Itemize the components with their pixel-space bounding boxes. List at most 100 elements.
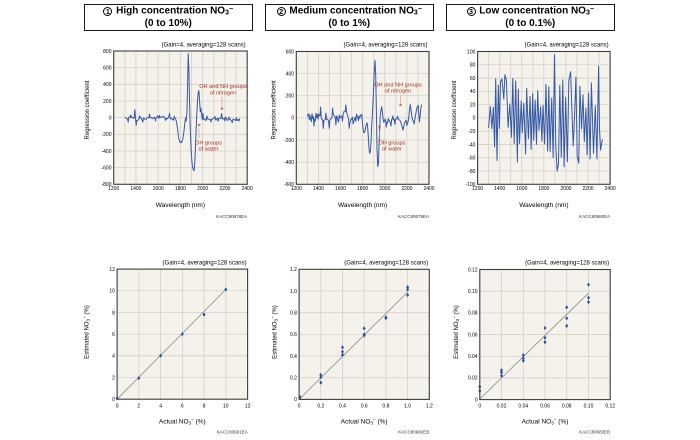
svg-text:(Gain=4, averaging=128 scans): (Gain=4, averaging=128 scans): [162, 42, 246, 48]
svg-text:0.8: 0.8: [382, 404, 389, 410]
svg-text:8: 8: [112, 310, 115, 316]
svg-text:0: 0: [112, 397, 115, 403]
svg-text:4: 4: [159, 404, 162, 410]
svg-text:600: 600: [103, 66, 112, 72]
svg-text:1800: 1800: [357, 186, 368, 192]
svg-text:1600: 1600: [335, 186, 346, 192]
svg-text:of water: of water: [199, 147, 219, 153]
svg-text:0.10: 0.10: [468, 289, 478, 295]
svg-text:-800: -800: [101, 182, 111, 188]
svg-text:2200: 2200: [219, 186, 230, 192]
svg-text:0: 0: [473, 116, 476, 122]
svg-text:0.10: 0.10: [584, 404, 594, 410]
svg-text:400: 400: [103, 82, 112, 88]
svg-text:0: 0: [298, 404, 301, 410]
svg-text:2000: 2000: [379, 186, 390, 192]
svg-text:100: 100: [467, 49, 476, 55]
svg-text:0.02: 0.02: [497, 404, 507, 410]
svg-text:1400: 1400: [130, 186, 141, 192]
svg-text:of nitrogen: of nitrogen: [210, 90, 236, 96]
svg-text:*: *: [220, 106, 223, 115]
svg-text:Regression coefficient: Regression coefficient: [452, 80, 458, 139]
svg-text:of nitrogen: of nitrogen: [385, 89, 411, 95]
svg-text:1600: 1600: [153, 186, 164, 192]
svg-text:-400: -400: [284, 160, 294, 166]
svg-text:0: 0: [291, 116, 294, 122]
svg-text:2200: 2200: [401, 186, 412, 192]
svg-text:200: 200: [103, 99, 112, 105]
svg-text:1200: 1200: [472, 186, 483, 192]
svg-text:6: 6: [181, 404, 184, 410]
svg-text:1200: 1200: [291, 186, 302, 192]
svg-text:KACC80678EA: KACC80678EA: [216, 214, 247, 219]
svg-text:-200: -200: [101, 132, 111, 138]
svg-text:0: 0: [116, 404, 119, 410]
svg-text:2400: 2400: [605, 186, 616, 192]
svg-text:0.12: 0.12: [605, 404, 615, 410]
svg-text:*: *: [399, 103, 402, 112]
svg-text:Actual NO3− (%): Actual NO3− (%): [159, 417, 206, 425]
svg-text:40: 40: [470, 89, 476, 95]
svg-text:Estimated NO3− (%): Estimated NO3− (%): [270, 305, 278, 359]
svg-text:*: *: [378, 125, 381, 134]
svg-text:0.08: 0.08: [562, 404, 572, 410]
svg-text:(Gain=4, averaging=128 scans): (Gain=4, averaging=128 scans): [344, 261, 428, 267]
svg-text:2000: 2000: [560, 186, 571, 192]
svg-text:Estimated NO3− (%): Estimated NO3− (%): [82, 305, 90, 359]
svg-text:Wavelength (nm): Wavelength (nm): [338, 202, 387, 209]
svg-text:0.6: 0.6: [290, 332, 297, 338]
svg-text:KACC80682EB: KACC80682EB: [398, 430, 429, 435]
svg-text:1600: 1600: [516, 186, 527, 192]
svg-text:Estimated NO3− (%): Estimated NO3− (%): [452, 305, 460, 359]
svg-text:1.2: 1.2: [290, 267, 297, 273]
svg-text:0.4: 0.4: [290, 354, 297, 360]
svg-text:-400: -400: [101, 149, 111, 155]
svg-text:0: 0: [478, 404, 481, 410]
svg-text:0.02: 0.02: [468, 376, 478, 382]
svg-text:-600: -600: [101, 165, 111, 171]
svg-text:0.2: 0.2: [317, 404, 324, 410]
svg-text:KACC80680EA: KACC80680EA: [579, 214, 610, 219]
svg-text:1400: 1400: [494, 186, 505, 192]
svg-text:0.8: 0.8: [290, 311, 297, 317]
svg-text:0.04: 0.04: [518, 404, 528, 410]
svg-text:200: 200: [286, 94, 295, 100]
svg-text:0: 0: [294, 397, 297, 403]
svg-text:2400: 2400: [423, 186, 434, 192]
svg-text:-60: -60: [468, 156, 475, 162]
svg-text:0.06: 0.06: [468, 332, 478, 338]
svg-text:20: 20: [470, 102, 476, 108]
svg-text:Actual NO3− (%): Actual NO3− (%): [341, 417, 388, 425]
svg-text:2: 2: [112, 375, 115, 381]
svg-text:1400: 1400: [313, 186, 324, 192]
svg-text:Regression coefficient: Regression coefficient: [272, 80, 278, 139]
svg-text:12: 12: [109, 267, 115, 273]
svg-text:0.4: 0.4: [339, 404, 346, 410]
svg-text:4: 4: [112, 354, 115, 360]
svg-text:0: 0: [109, 116, 112, 122]
svg-text:1.0: 1.0: [404, 404, 411, 410]
svg-text:-80: -80: [468, 169, 475, 175]
svg-text:1800: 1800: [175, 186, 186, 192]
svg-text:8: 8: [203, 404, 206, 410]
svg-text:*: *: [197, 122, 200, 131]
svg-text:2200: 2200: [582, 186, 593, 192]
svg-text:2000: 2000: [197, 186, 208, 192]
svg-text:400: 400: [286, 71, 295, 77]
svg-text:2400: 2400: [242, 186, 253, 192]
svg-text:600: 600: [286, 49, 295, 55]
svg-text:OH groups: OH groups: [378, 140, 405, 146]
svg-text:-100: -100: [465, 182, 475, 188]
svg-text:Wavelength (nm): Wavelength (nm): [156, 202, 205, 209]
svg-text:0.04: 0.04: [468, 354, 478, 360]
svg-text:Actual NO3− (%): Actual NO3− (%): [522, 417, 569, 425]
svg-text:0.12: 0.12: [468, 267, 478, 273]
svg-text:-40: -40: [468, 142, 475, 148]
svg-text:OH and NH groups: OH and NH groups: [374, 82, 422, 88]
svg-text:(Gain=4, averaging=128 scans): (Gain=4, averaging=128 scans): [525, 261, 609, 267]
svg-text:0.6: 0.6: [361, 404, 368, 410]
svg-text:-20: -20: [468, 129, 475, 135]
svg-text:OH groups: OH groups: [195, 140, 222, 146]
svg-text:60: 60: [470, 76, 476, 82]
svg-text:2: 2: [137, 404, 140, 410]
